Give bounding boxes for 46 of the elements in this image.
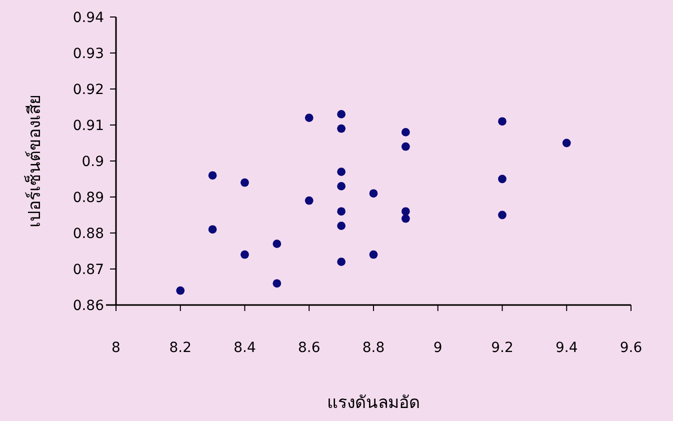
x-tick-label: 8.8 <box>362 340 385 356</box>
point <box>337 124 346 133</box>
point <box>337 207 346 216</box>
point <box>498 117 506 126</box>
y-tick-label: 0.94 <box>72 10 104 26</box>
point <box>272 240 282 248</box>
x-tick-label: 8.2 <box>169 340 192 356</box>
y-tick-label: 0.92 <box>72 82 104 98</box>
point <box>562 138 571 148</box>
point <box>401 142 410 151</box>
point <box>337 258 346 266</box>
y-axis-title: เปอร์เซ็นต์ของเสีย <box>23 94 45 228</box>
point <box>208 171 217 180</box>
point <box>176 286 185 295</box>
point <box>240 250 249 259</box>
y-tick-label: 0.9 <box>82 154 104 170</box>
point <box>304 196 314 205</box>
y-tick-label: 0.93 <box>72 46 104 62</box>
y-tick-label: 0.88 <box>72 226 104 242</box>
point <box>337 222 346 230</box>
point <box>337 110 346 118</box>
point <box>304 114 314 122</box>
point <box>208 225 217 234</box>
x-tick-label: 8.6 <box>298 340 320 356</box>
point <box>498 174 506 184</box>
y-tick-label: 0.87 <box>72 262 104 278</box>
x-tick-label: 8.4 <box>234 340 256 356</box>
x-axis-title: แรงดันลมอัด <box>327 393 420 413</box>
y-tick-label: 0.91 <box>72 118 104 134</box>
point <box>401 207 410 216</box>
point <box>369 250 378 259</box>
point <box>498 210 506 220</box>
point <box>401 128 410 136</box>
x-tick-label: 9 <box>433 340 442 356</box>
point <box>337 168 346 176</box>
x-tick-label: 9.4 <box>555 340 578 356</box>
x-tick-label: 9.2 <box>491 340 514 356</box>
point <box>369 189 378 198</box>
y-tick-label: 0.86 <box>72 298 104 314</box>
point <box>337 182 346 190</box>
y-tick-label: 0.89 <box>72 190 104 206</box>
x-tick-label: 8 <box>112 340 120 356</box>
x-tick-label: 9.6 <box>620 340 642 356</box>
point <box>401 214 410 223</box>
point <box>272 279 282 288</box>
point <box>240 178 249 187</box>
